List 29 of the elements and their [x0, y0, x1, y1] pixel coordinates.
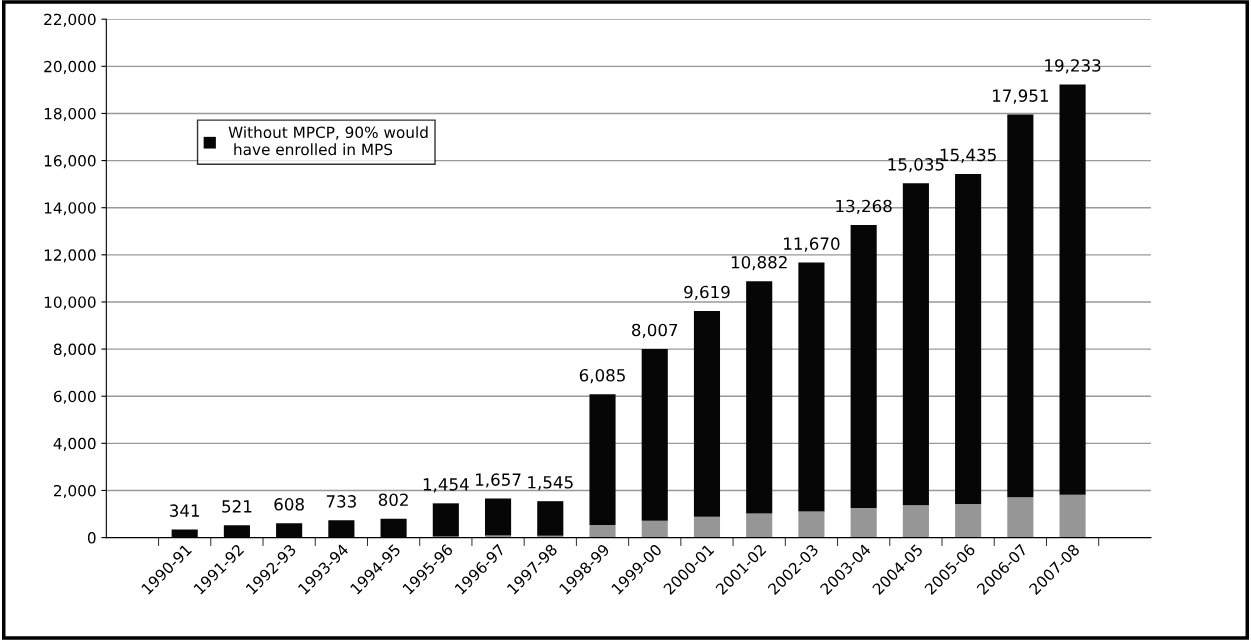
- y-tick-label: 6,000: [53, 390, 96, 404]
- y-tick-label: 14,000: [44, 202, 96, 216]
- total-label: 8,007: [632, 323, 678, 338]
- total-label: 19,233: [1045, 59, 1101, 74]
- total-label: 802: [378, 493, 408, 507]
- total-label: 11,670: [784, 237, 840, 252]
- y-tick-label: 12,000: [44, 249, 96, 263]
- total-label: 341: [170, 504, 200, 517]
- y-tick-label: 18,000: [44, 107, 96, 122]
- y-tick-label: 22,000: [44, 13, 96, 27]
- total-label: 733: [326, 495, 356, 508]
- total-label: 1,657: [476, 473, 521, 488]
- total-label: 13,268: [836, 199, 892, 214]
- legend-label: Without MPCP, 90% would have enrolled in MPS: [228, 126, 428, 156]
- total-label: 608: [274, 498, 304, 511]
- y-tick-label: 2,000: [53, 484, 96, 499]
- total-label: 521: [222, 500, 252, 513]
- total-label: 10,882: [731, 255, 787, 271]
- y-tick-label: 8,000: [53, 343, 96, 357]
- y-tick-label: 16,000: [44, 155, 96, 169]
- y-tick-label: 20,000: [44, 60, 96, 74]
- total-label: 6,085: [579, 368, 625, 384]
- total-label: 9,619: [684, 285, 730, 300]
- total-label: 17,951: [993, 89, 1048, 104]
- y-tick-label: 0: [87, 532, 96, 544]
- y-tick-label: 4,000: [53, 437, 96, 451]
- total-label: 1,545: [528, 476, 573, 491]
- y-tick-label: 10,000: [44, 296, 96, 310]
- total-label: 1,454: [423, 478, 469, 493]
